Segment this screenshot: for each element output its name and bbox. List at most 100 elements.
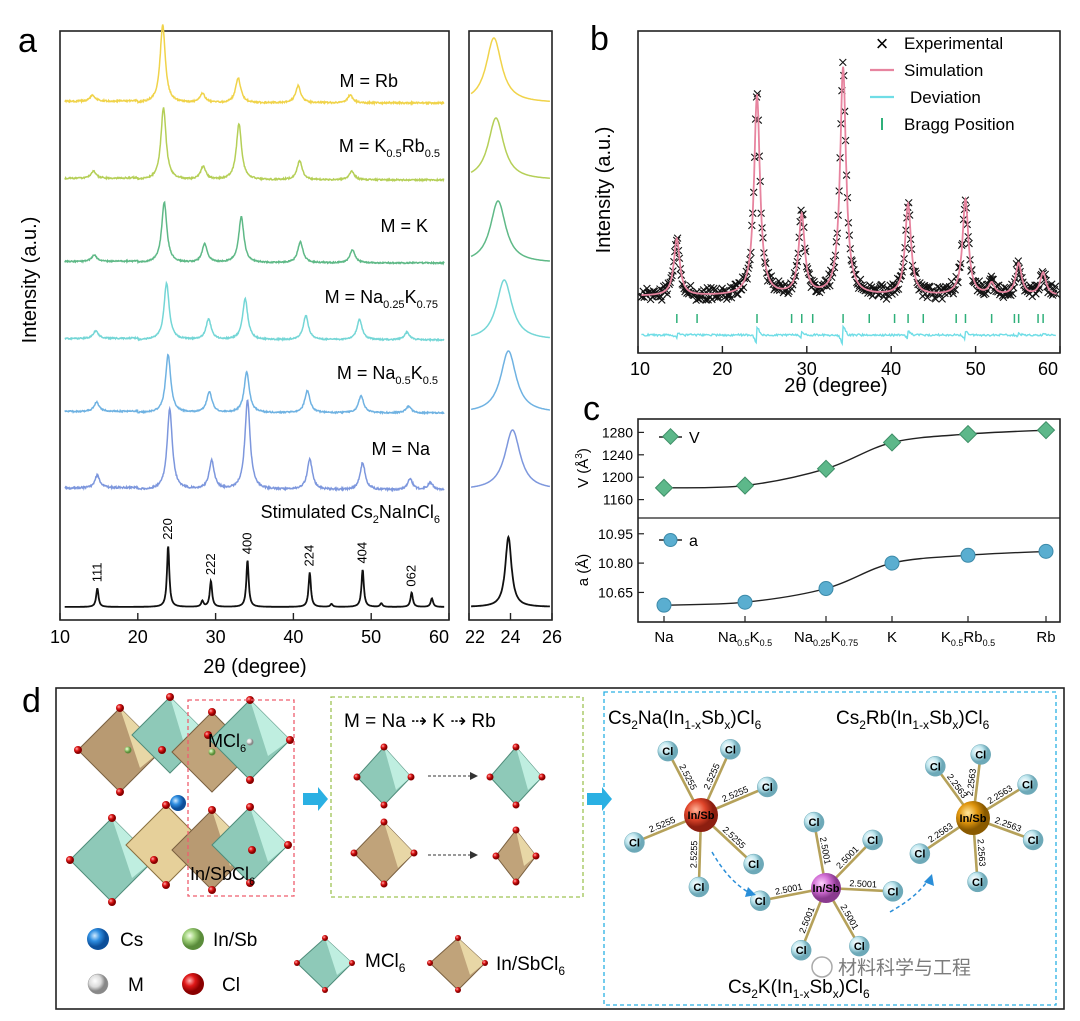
rb-model-bond-length-1: 2.2563	[965, 768, 978, 797]
na-model-cl-label-0: Cl	[662, 746, 673, 758]
legend-cl-ball	[182, 973, 204, 995]
wechat-icon	[811, 956, 833, 978]
b-xtick-label: 50	[966, 359, 986, 379]
zoom-curve-4	[470, 350, 550, 411]
na-model-bond-length-4: 2.5255	[688, 841, 699, 869]
a-zoom-xtick-label: 22	[465, 627, 485, 647]
legend-v-marker	[662, 428, 679, 445]
zoom-curve-6	[471, 534, 550, 608]
label-stimulated: Stimulated Cs2NaInCl6	[261, 502, 440, 526]
k-model-cl-atom-1	[862, 829, 883, 851]
label-k05rb05: M = K0.5Rb0.5	[339, 136, 440, 160]
exp-point-324	[938, 295, 946, 303]
a-ytick-label: 10.95	[598, 526, 633, 542]
cs-atom	[170, 795, 186, 811]
k-model-cl-label-4: Cl	[796, 945, 807, 957]
rb-model-cl-atom-0	[925, 756, 946, 777]
xrd-curve-0	[64, 24, 445, 107]
c-x-k05rb05: K0.5Rb0.5	[941, 629, 995, 648]
legend-m-ball	[87, 973, 109, 995]
peak-label-404: 404	[355, 542, 370, 564]
curve-arrow-1-head	[745, 887, 756, 897]
peak-label-224: 224	[302, 545, 317, 567]
na-model-cl-atom-3	[743, 853, 764, 875]
b-xtick-label: 30	[797, 359, 817, 379]
rb-model-cl-atom-5	[909, 843, 931, 864]
panel-c-legend-v: V	[659, 428, 700, 447]
a-point-4	[960, 547, 976, 563]
k-model-cl-label-1: Cl	[867, 835, 878, 847]
zoom-curve-1	[470, 117, 550, 179]
b-xtick-label: 40	[881, 359, 901, 379]
k-model-bond-length-0: 2.5001	[818, 836, 833, 865]
legend-insbcl6: In/SbCl6	[496, 954, 565, 978]
panel-a-frame	[59, 30, 450, 621]
exp-point-373	[983, 286, 992, 295]
highlight-box-green	[330, 696, 584, 898]
rb-model-cl-atom-3	[1022, 829, 1044, 851]
peak-label-400: 400	[239, 532, 254, 554]
legend-deviation: Deviation	[910, 88, 981, 107]
na-model-cl-atom-0	[657, 740, 679, 762]
legend-cs-ball	[87, 928, 109, 950]
na-model-cl-atom-2	[757, 776, 778, 798]
zoom-curve-0	[470, 37, 550, 102]
legend-m: M	[128, 975, 144, 996]
k-model-cl-atom-3	[849, 935, 870, 957]
exp-point-28	[663, 290, 672, 298]
a-point-5	[1038, 543, 1054, 559]
panel-b-legend: × Experimental Simulation Deviation Brag…	[870, 31, 1015, 134]
panel-c-letter: c	[583, 390, 600, 428]
v-ytick-label: 1160	[603, 492, 633, 508]
panel-d-legend: Cs In/Sb M Cl MCl6 In/SbCl6	[87, 928, 565, 996]
legend-v-label: V	[689, 430, 700, 447]
v-point-1	[735, 476, 755, 495]
na-model-cl-atom-1	[720, 739, 741, 760]
na-model-center	[684, 798, 718, 832]
exp-point-376	[986, 275, 995, 283]
arrow-right-1	[303, 787, 328, 811]
na-model-cl-label-2: Cl	[762, 782, 773, 794]
a-xtick-label: 10	[50, 627, 70, 647]
a-zoom-xtick-label: 26	[542, 627, 562, 647]
exp-point-217	[839, 58, 847, 67]
a-ytick-label: 10.80	[598, 555, 633, 571]
exp-point-80	[711, 285, 720, 294]
v-ytick-label: 1200	[602, 469, 633, 485]
peak-label-220: 220	[160, 518, 175, 540]
a-point-0	[656, 597, 672, 613]
exp-point-256	[875, 291, 883, 299]
k-model-cl-label-0: Cl	[809, 817, 820, 829]
v-point-2	[816, 459, 836, 478]
panel-a-peak-labels: 111 220 222 400 224 404 062	[89, 518, 418, 587]
highlight-box-blue	[603, 691, 1057, 1006]
arrow-right-2	[587, 787, 612, 811]
exp-point-260	[878, 283, 887, 291]
octa-transition	[350, 743, 546, 888]
panel-a-xlabel: 2θ (degree)	[203, 656, 306, 678]
curve-arrow-1	[711, 851, 749, 893]
exp-point-158	[784, 289, 792, 298]
rb-model-cl-label-4: Cl	[972, 877, 983, 889]
legend-a-marker	[663, 533, 678, 547]
panel-a-letter: a	[18, 22, 37, 60]
exp-point-259	[878, 280, 886, 289]
xrd-curve-4	[64, 353, 445, 416]
rb-model-cl-label-0: Cl	[930, 761, 941, 773]
rb-model-cl-label-2: Cl	[1022, 780, 1033, 792]
panel-c-alabel: a (Å)	[575, 554, 592, 587]
rb-model-cl-label-3: Cl	[1028, 835, 1039, 847]
panel-b-ylabel: Intensity (a.u.)	[593, 127, 615, 254]
a-point-2	[818, 581, 834, 597]
peak-label-062: 062	[404, 565, 419, 587]
panel-c-plot: 1280 1240 1200 1160 10.95 10.80 10.65	[598, 420, 1056, 622]
k-model: 2.5001 2.50012.50012.50012.50012.5001ClCl…	[749, 811, 904, 961]
panel-a-ylabel: Intensity (a.u.)	[19, 217, 41, 344]
rb-model-cl-label-5: Cl	[914, 849, 925, 861]
panel-b-plot: 10 20 30 40 50 60	[630, 58, 1061, 379]
watermark-text: 材料科学与工程	[838, 957, 971, 979]
b-xtick-label: 60	[1038, 359, 1058, 379]
na-model-cl-label-5: Cl	[629, 837, 640, 849]
a-point-1	[737, 594, 753, 610]
